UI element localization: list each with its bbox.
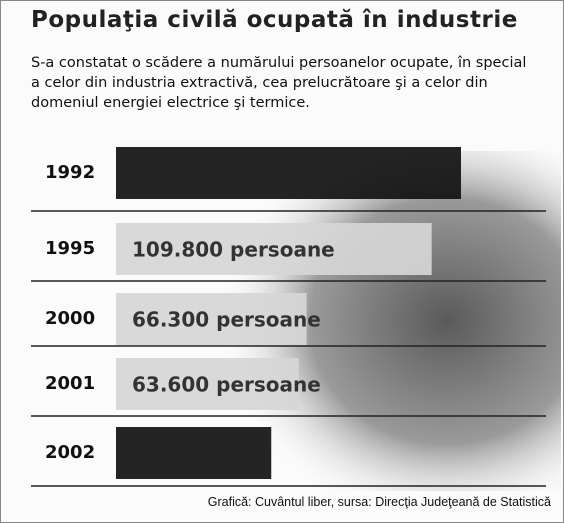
category-label: 2001 <box>45 373 95 394</box>
bar <box>116 427 271 479</box>
category-label: 1992 <box>45 162 95 183</box>
value-label: 66.300 persoane <box>132 308 321 332</box>
infographic: 1992 1995 109.800 persoane 2000 66.300 perso… <box>0 0 564 523</box>
title: Populaţia civilă ocupată în industrie <box>31 7 518 33</box>
category-label: 2000 <box>45 308 95 329</box>
bar <box>116 147 461 199</box>
category-label: 2002 <box>45 442 95 463</box>
value-label: 109.800 persoane <box>132 238 335 262</box>
category-label: 1995 <box>45 238 95 259</box>
subtitle: S-a constatat o scădere a numărului pers… <box>31 53 536 113</box>
source: Grafică: Cuvântul liber, sursa: Direcţia… <box>208 495 551 509</box>
value-label: 63.600 persoane <box>132 373 321 397</box>
